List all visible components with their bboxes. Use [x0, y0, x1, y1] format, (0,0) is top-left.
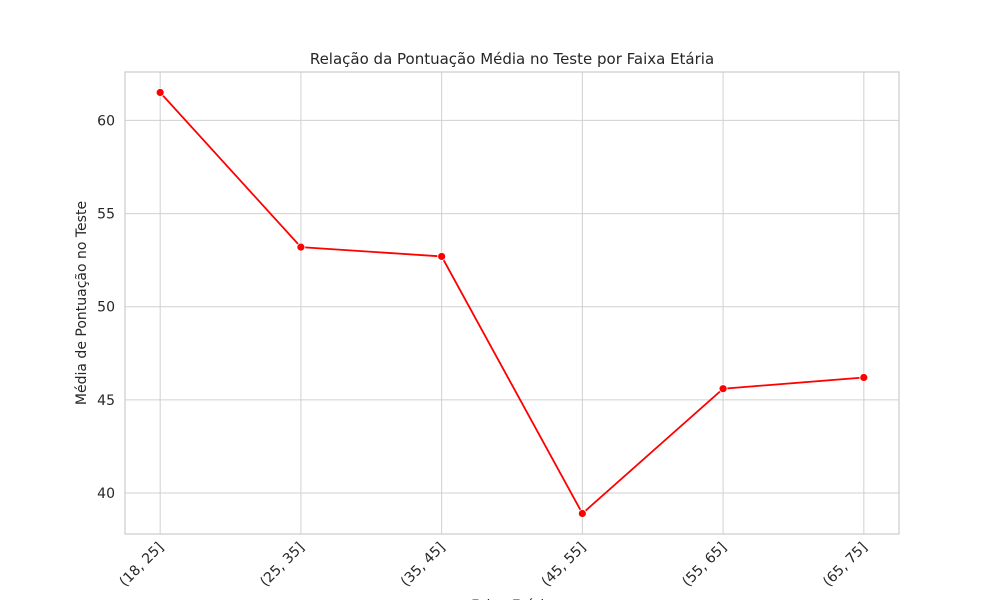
x-tick-label: (35, 45]: [398, 540, 449, 591]
x-axis-label: Faixa Etária: [471, 598, 553, 600]
data-point: [296, 242, 306, 252]
data-line: [159, 91, 864, 515]
data-point: [577, 509, 587, 518]
y-tick-label: 50: [97, 300, 115, 316]
data-point: [859, 373, 869, 382]
data-point: [155, 88, 165, 97]
chart-title: Relação da Pontuação Média no Teste por …: [310, 50, 714, 68]
data-point: [437, 252, 447, 261]
y-tick-label: 55: [97, 207, 115, 223]
plot-frame: [124, 71, 900, 535]
x-tick-label: (25, 35]: [257, 540, 308, 591]
y-tick-label: 60: [97, 113, 115, 129]
x-tick-label: (55, 65]: [679, 540, 730, 591]
y-axis-label: Média de Pontuação no Teste: [74, 201, 90, 405]
x-tick-label: (65, 75]: [820, 540, 871, 591]
y-tick-label: 45: [97, 393, 115, 409]
x-tick-label: (18, 25]: [116, 540, 167, 591]
x-tick-label: (45, 55]: [539, 540, 590, 591]
y-tick-label: 40: [97, 486, 115, 502]
data-point: [718, 384, 728, 394]
